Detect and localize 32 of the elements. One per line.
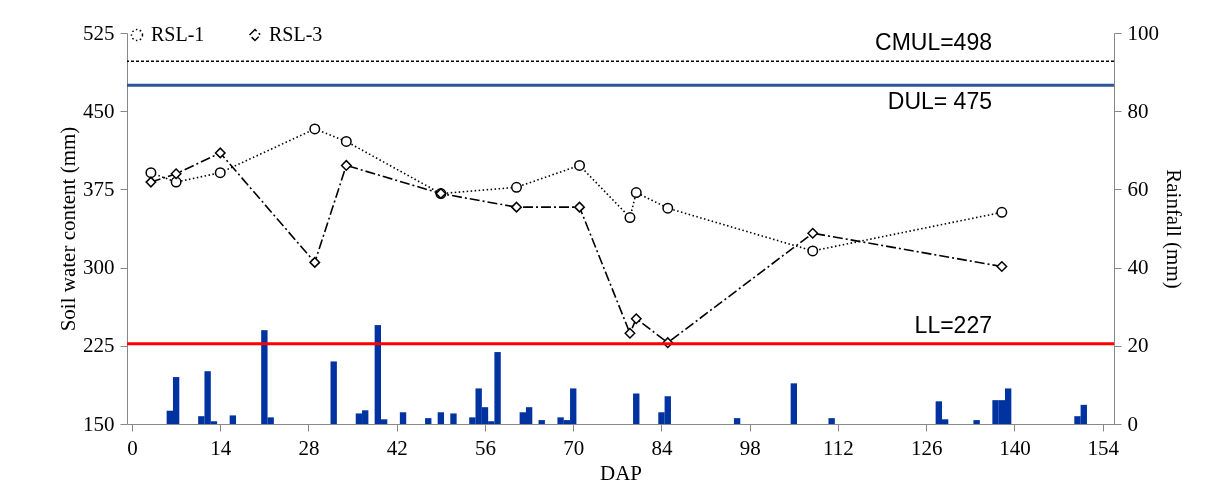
x-tick-label: 126 [910,435,943,460]
x-tick-label: 154 [1087,435,1120,460]
y2-tick-label: 100 [1127,20,1159,45]
y-tick-label: 225 [83,333,115,358]
x-axis-title: DAP [599,460,643,485]
y2-tick-label: 40 [1127,255,1149,280]
y-tick-label: 450 [83,98,115,123]
y-tick-label: 525 [83,20,115,45]
ref-line-label: CMUL=498 [875,29,992,56]
x-tick-label: 0 [127,435,138,460]
y-tick-label: 375 [83,176,115,201]
ref-line-label: DUL= 475 [887,88,992,115]
y2-tick-label: 0 [1127,411,1138,436]
y2-tick-label: 20 [1127,333,1149,358]
y-tick-label: 300 [83,255,115,280]
y2-tick-label: 60 [1127,176,1149,201]
y-axis-title: Soil water content (mm) [56,126,80,332]
legend-label: RSL-1 [151,23,205,45]
y-tick-label: 150 [83,411,115,436]
x-tick-label: 84 [651,435,673,460]
x-tick-label: 56 [474,435,496,460]
x-tick-label: 70 [563,435,585,460]
ref-line-label: LL=227 [914,311,992,338]
y2-tick-label: 80 [1127,98,1149,123]
x-tick-label: 42 [386,435,408,460]
x-tick-label: 140 [999,435,1031,460]
y2-axis-title: Rainfall (mm) [1162,169,1186,289]
x-tick-label: 14 [210,435,232,460]
x-tick-label: 112 [823,435,854,460]
x-tick-label: 28 [298,435,320,460]
x-tick-label: 98 [739,435,761,460]
legend-label: RSL-3 [269,23,323,45]
